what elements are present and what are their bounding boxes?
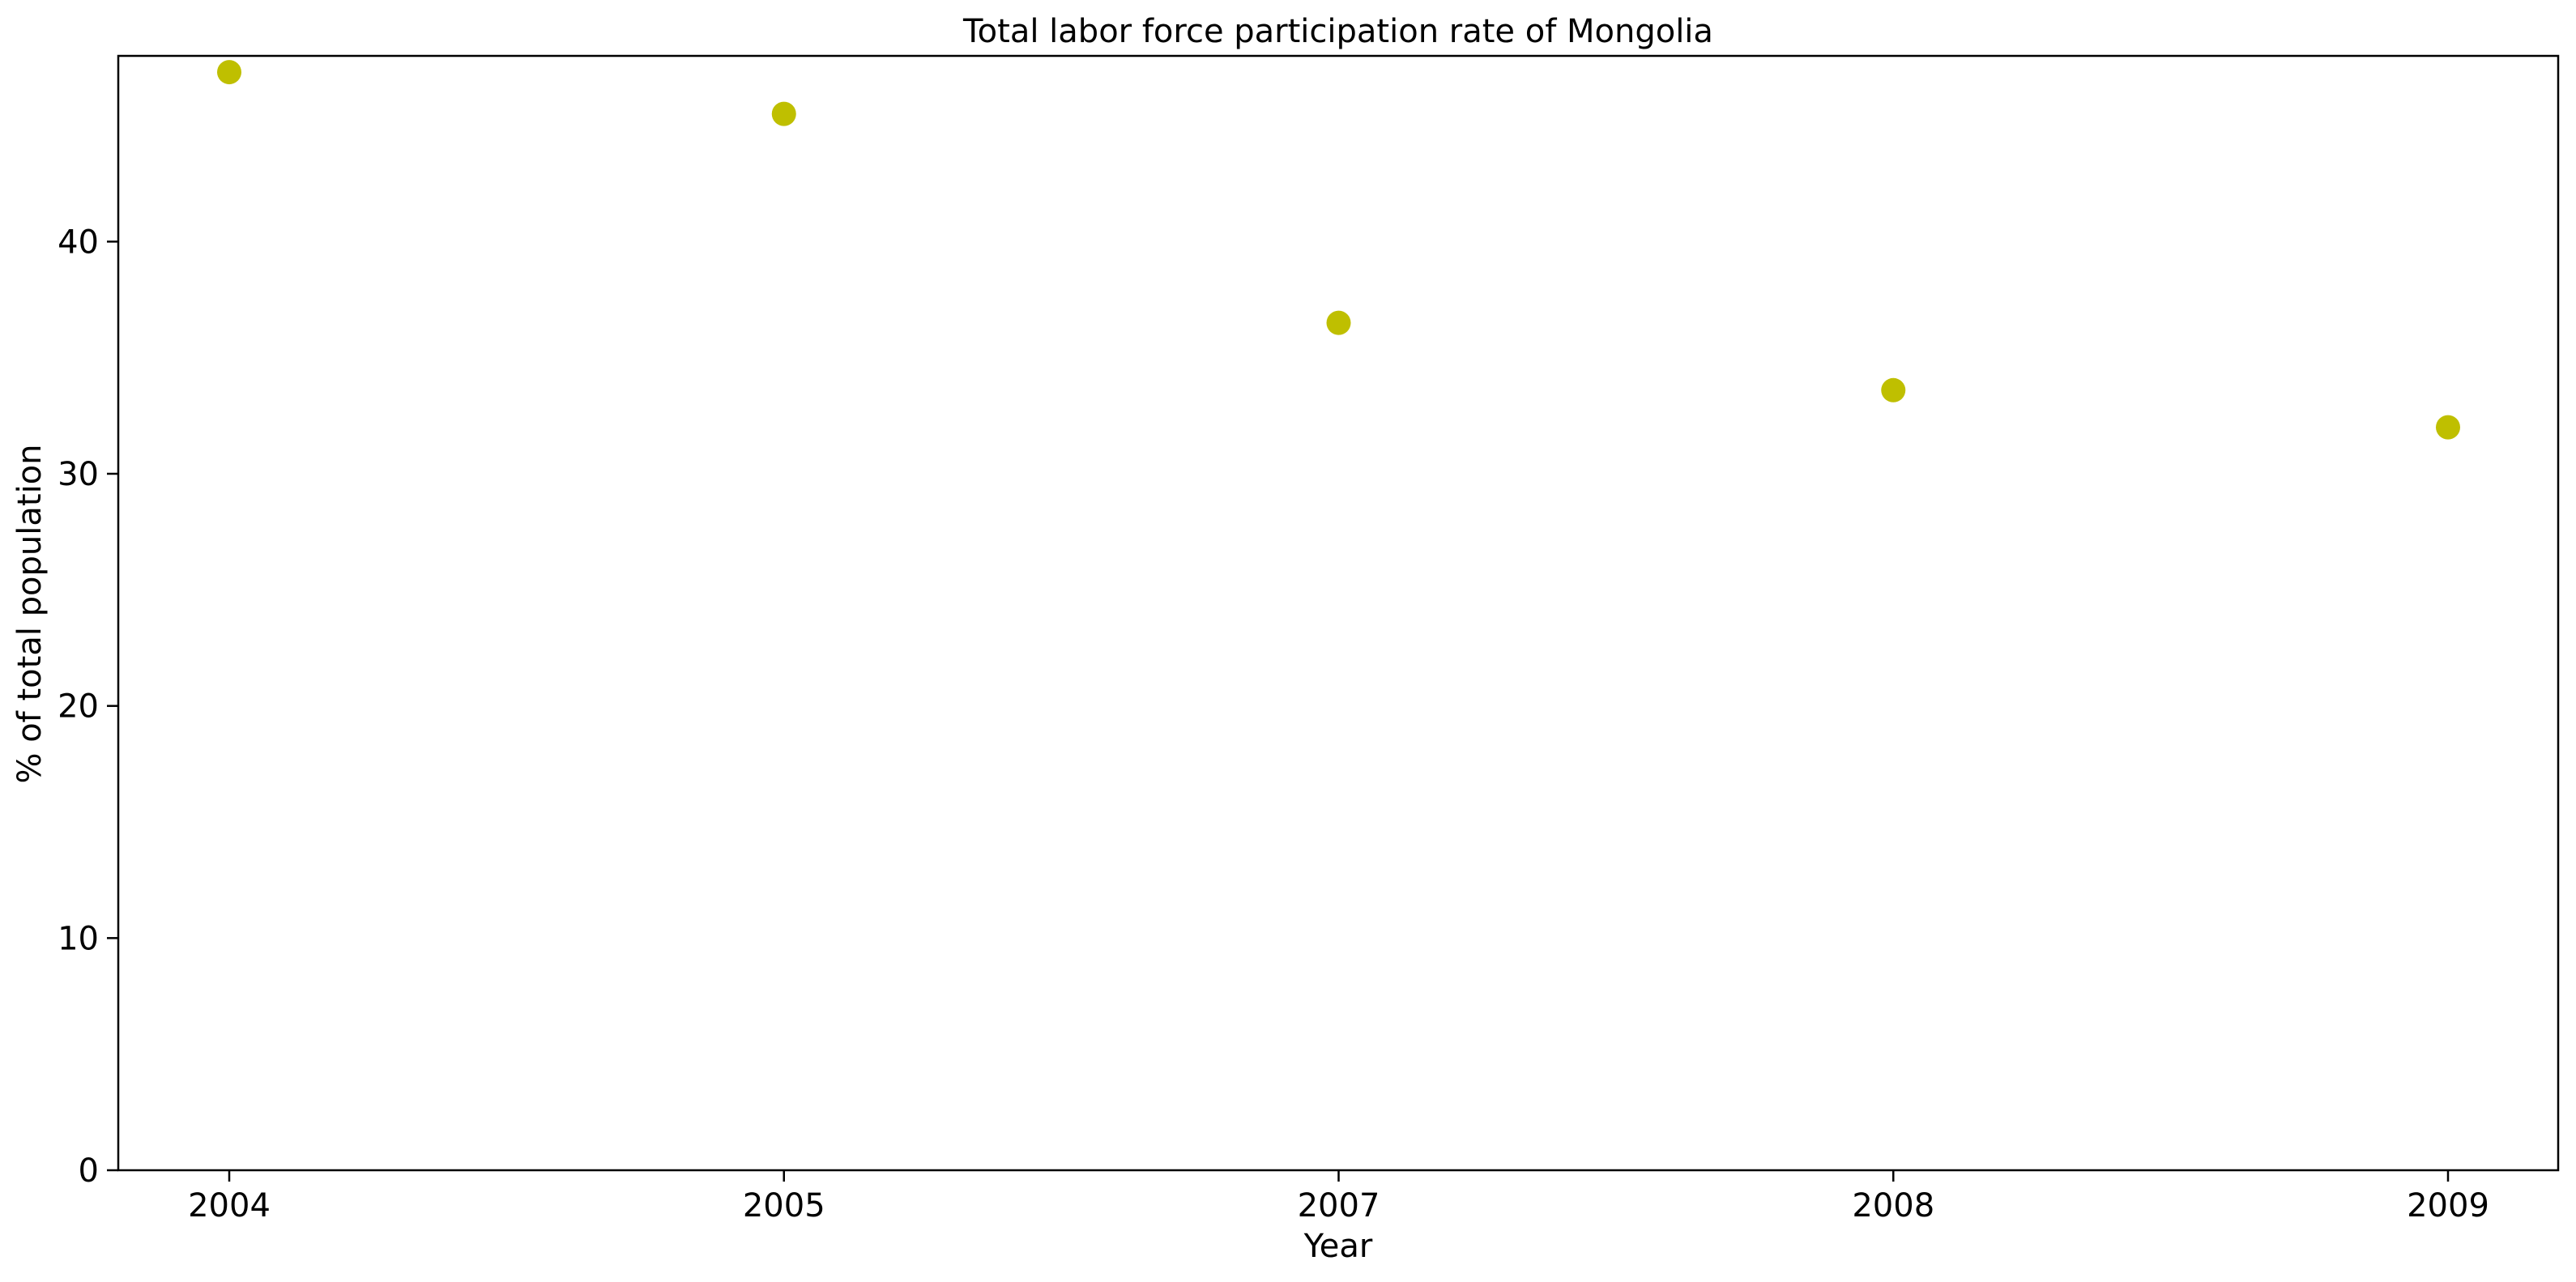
data-point [217,60,241,85]
chart-title: Total labor force participation rate of … [962,13,1713,50]
x-tick-label: 2005 [743,1187,825,1225]
data-point [2436,415,2460,440]
data-point [1881,377,1906,402]
x-tick-label: 2004 [188,1187,271,1225]
x-axis: 2004 2005 2007 2008 2009 [188,1170,2489,1225]
y-tick-label: 30 [58,456,99,493]
y-tick-label: 10 [58,920,99,957]
data-point [1326,310,1351,335]
x-axis-label: Year [1303,1228,1373,1265]
data-point [771,101,796,126]
data-series [217,60,2460,440]
x-tick-label: 2007 [1298,1187,1380,1225]
y-axis-label: % of total population [11,444,49,783]
y-tick-label: 40 [58,224,99,261]
y-axis: 0 10 20 30 40 [58,224,118,1190]
y-tick-label: 0 [79,1152,99,1190]
x-tick-label: 2008 [1852,1187,1934,1225]
y-tick-label: 20 [58,688,99,726]
x-tick-label: 2009 [2407,1187,2489,1225]
